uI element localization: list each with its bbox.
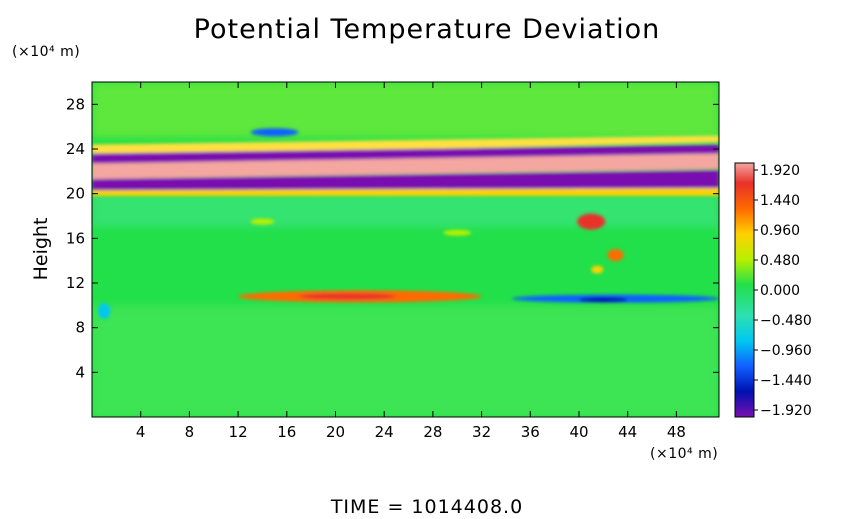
field-texture — [92, 82, 719, 417]
warm-streak — [250, 218, 275, 225]
time-label: TIME = 1014408.0 — [330, 496, 524, 518]
colorbar-label: 1.920 — [760, 163, 800, 179]
y-tick-label: 8 — [75, 319, 85, 337]
y-tick-label: 16 — [66, 229, 85, 247]
negative-band-upper — [92, 144, 719, 165]
lower-region — [92, 305, 719, 417]
x-tick-label: 32 — [472, 423, 491, 441]
warm-patch — [577, 213, 606, 230]
x-tick-label: 20 — [326, 423, 345, 441]
x-tick-label: 40 — [569, 423, 588, 441]
warm-patch — [607, 249, 624, 262]
cold-edge — [98, 302, 111, 319]
x-tick-label: 4 — [136, 423, 146, 441]
y-tick-label: 20 — [66, 185, 85, 203]
plot-frame — [91, 81, 720, 418]
x-axis-unit: (×10⁴ m) — [650, 446, 719, 462]
bands — [92, 128, 719, 319]
y-tick-label: 24 — [66, 140, 85, 158]
y-axis-unit: (×10⁴ m) — [12, 44, 81, 60]
lower-fringe-band — [92, 188, 719, 196]
warm-streak — [443, 229, 472, 236]
heatmap-field — [92, 82, 719, 417]
cold-anomaly-core — [578, 297, 628, 303]
colorbar-label: 0.000 — [760, 283, 800, 299]
colorbar-label: −0.960 — [760, 343, 812, 359]
x-tick-label: 36 — [521, 423, 540, 441]
colorbar-scale — [734, 162, 755, 418]
x-tick-label: 12 — [229, 423, 248, 441]
colorbar-label: −0.480 — [760, 313, 812, 329]
colorbar-label: 0.480 — [760, 253, 800, 269]
x-tick-label: 16 — [277, 423, 296, 441]
y-tick-label: 4 — [75, 363, 85, 381]
y-axis: 4 8 12 16 20 24 28 — [66, 95, 719, 381]
chart-title: Potential Temperature Deviation — [193, 14, 661, 45]
x-tick-label: 44 — [618, 423, 637, 441]
upper-region — [92, 82, 719, 138]
negative-band-lower — [92, 170, 719, 191]
warm-patch — [591, 265, 604, 274]
colorbar: 1.920 1.440 0.960 0.480 0.000 −0.480 −0.960 −1.… — [734, 162, 812, 419]
colorbar-label: −1.920 — [760, 403, 812, 419]
y-tick-label: 28 — [66, 95, 85, 113]
x-tick-label: 24 — [375, 423, 394, 441]
x-tick-label: 48 — [667, 423, 686, 441]
colorbar-label: 1.440 — [760, 193, 800, 209]
positive-band — [92, 153, 719, 180]
y-tick-label: 12 — [66, 274, 85, 292]
x-tick-label: 8 — [185, 423, 195, 441]
x-tick-label: 28 — [423, 423, 442, 441]
warm-anomaly-core — [298, 293, 397, 300]
colorbar-label: 0.960 — [760, 223, 800, 239]
mid-region — [92, 193, 719, 228]
x-axis: 4 8 12 16 20 24 28 32 36 40 44 48 — [136, 82, 686, 441]
cold-streak — [250, 128, 299, 137]
colorbar-label: −1.440 — [760, 373, 812, 389]
